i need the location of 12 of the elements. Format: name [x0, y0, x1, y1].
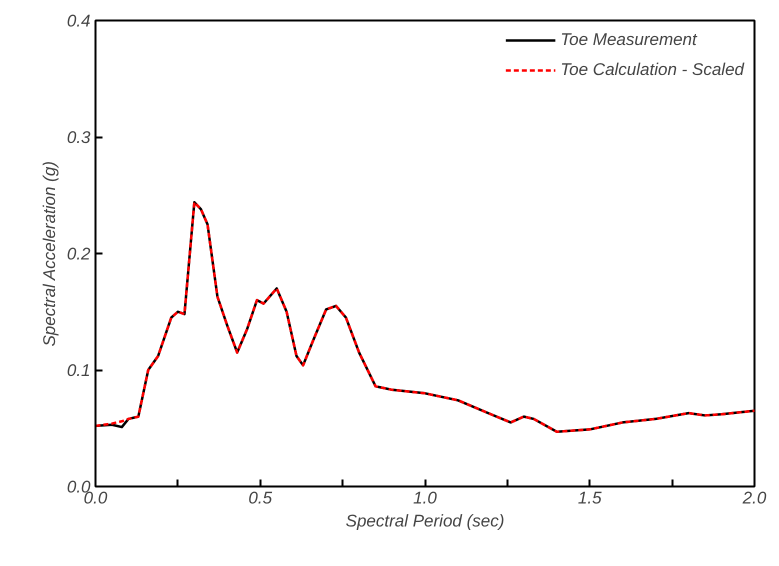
- legend-label: Toe Measurement: [560, 30, 697, 50]
- x-tick-label: 1.0: [413, 488, 438, 508]
- x-tick-label: 2.0: [742, 488, 767, 508]
- y-tick-label: 0.2: [66, 244, 92, 264]
- x-tick-label: 0.5: [248, 488, 273, 508]
- y-tick-label: 0.4: [66, 12, 91, 30]
- y-axis-title: Spectral Acceleration (g): [40, 161, 59, 347]
- legend-label: Toe Calculation - Scaled: [560, 60, 744, 80]
- x-axis-title: Spectral Period (sec): [346, 512, 504, 530]
- y-tick-label: 0.3: [66, 128, 92, 147]
- x-tick-label: 1.5: [578, 488, 602, 508]
- y-tick-label: 0.1: [66, 361, 91, 380]
